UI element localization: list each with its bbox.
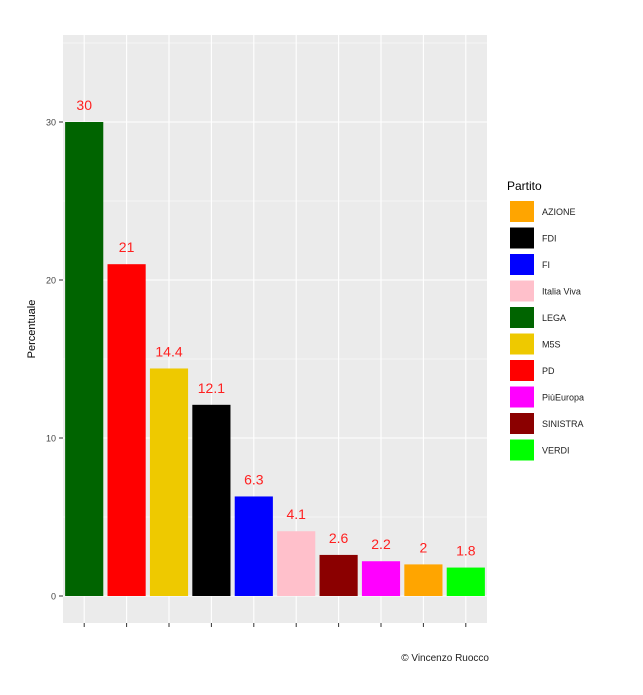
data-label: 30 xyxy=(76,97,92,113)
legend-label: PD xyxy=(542,366,555,376)
data-label: 6.3 xyxy=(244,471,264,487)
bar-piùeuropa xyxy=(361,561,401,596)
legend-swatch xyxy=(510,333,534,355)
legend-label: VERDI xyxy=(542,446,570,456)
y-tick-label: 20 xyxy=(46,276,56,286)
y-tick-label: 0 xyxy=(51,592,56,602)
y-axis: 0 10 20 30 xyxy=(46,118,63,602)
legend-label: PiùEuropa xyxy=(542,393,584,403)
data-label: 2.6 xyxy=(329,530,349,546)
bar-italia-viva xyxy=(277,531,316,596)
data-label: 14.4 xyxy=(155,343,182,359)
data-label: 21 xyxy=(119,239,135,255)
legend-label: LEGA xyxy=(542,313,566,323)
y-tick-label: 30 xyxy=(46,118,56,128)
data-label: 12.1 xyxy=(198,380,225,396)
y-tick-label: 10 xyxy=(46,434,56,444)
legend-swatch xyxy=(510,360,534,381)
data-label: 2.2 xyxy=(371,536,391,552)
legend-swatch xyxy=(510,201,534,222)
bar-verdi xyxy=(446,567,485,596)
legend-label: AZIONE xyxy=(542,207,576,217)
legend-label: M5S xyxy=(542,340,561,350)
legend-label: FI xyxy=(542,260,550,270)
legend-swatch xyxy=(510,413,534,434)
legend-title: Partito xyxy=(507,179,542,193)
bar-lega xyxy=(65,122,104,596)
bar-azione xyxy=(404,564,443,596)
bar-fdi xyxy=(192,404,231,596)
bars xyxy=(65,122,485,596)
x-axis xyxy=(83,623,467,627)
legend-label: SINISTRA xyxy=(542,419,584,429)
data-label: 1.8 xyxy=(456,543,476,559)
y-axis-title: Percentuale xyxy=(26,300,38,359)
legend-swatch xyxy=(510,227,534,249)
bar-m5s xyxy=(149,368,189,596)
legend-swatch xyxy=(510,307,534,328)
bar-fi xyxy=(234,496,273,596)
credit-text: © Vincenzo Ruocco xyxy=(401,653,489,664)
data-label: 4.1 xyxy=(286,506,306,522)
legend-swatch xyxy=(510,280,534,302)
bar-sinistra xyxy=(319,554,358,596)
legend-swatch xyxy=(510,386,534,408)
data-labels: 30 21 14.4 12.1 6.3 4.1 2.6 2.2 2 1.8 xyxy=(76,97,475,559)
legend-label: Italia Viva xyxy=(542,287,581,297)
legend-swatch xyxy=(510,439,534,461)
data-label: 2 xyxy=(420,539,428,555)
bar-pd xyxy=(107,264,146,596)
legend: Partito AZIONE FDI FI Italia Viva LEGA M5S PD P… xyxy=(507,179,584,461)
legend-swatch xyxy=(510,254,534,275)
legend-label: FDI xyxy=(542,234,557,244)
